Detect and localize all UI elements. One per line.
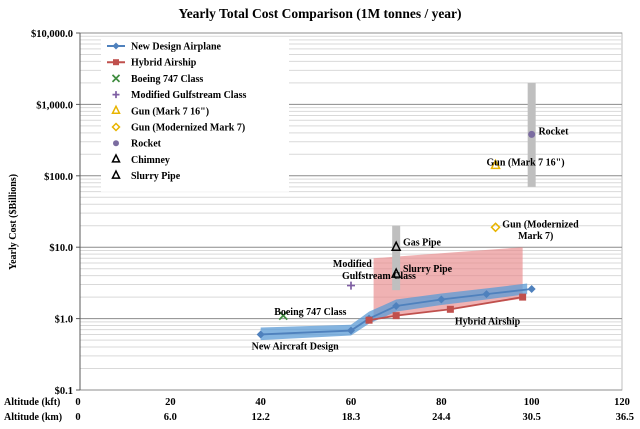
data-point: [446, 305, 454, 313]
x-tick-label: 0: [75, 397, 80, 408]
legend-entry: Modified Gulfstream Class: [131, 90, 246, 101]
legend-entry: Gun (Modernized Mark 7): [131, 123, 245, 134]
x-tick-label: 36.5: [616, 412, 634, 423]
data-label: Rocket: [538, 126, 569, 137]
x-tick-label: 60: [346, 397, 357, 408]
data-point: [490, 222, 501, 233]
data-point: [490, 158, 501, 170]
legend-marker: [111, 122, 121, 132]
legend-marker: [112, 91, 120, 99]
legend-entry: Chimney: [131, 155, 170, 166]
legend-entry: Gun (Mark 7 16"): [131, 106, 209, 117]
data-point: [437, 295, 446, 304]
x-tick-label: 100: [524, 397, 540, 408]
x-tick-label: 6.0: [164, 412, 177, 423]
legend-marker: [113, 140, 119, 147]
data-point: [390, 240, 402, 251]
data-point: [519, 293, 527, 301]
data-label: Gulfstream Class: [342, 271, 416, 282]
data-point: [527, 284, 536, 293]
y-axis-label: Yearly Cost ($Billions): [8, 174, 19, 270]
y-tick-label: $0.1: [55, 386, 73, 397]
chart-title: Yearly Total Cost Comparison (1M tonnes …: [178, 6, 461, 21]
data-label: New Aircraft Design: [252, 341, 339, 352]
legend-marker: [111, 104, 121, 115]
y-tick-label: $10,000.0: [31, 29, 73, 40]
x-tick-label: 24.4: [432, 412, 451, 423]
data-label: Gas Pipe: [403, 238, 442, 249]
data-point: [347, 281, 355, 290]
legend-marker: [112, 42, 120, 50]
data-label: Boeing 747 Class: [274, 307, 346, 318]
data-point: [256, 330, 265, 339]
data-point: [278, 311, 288, 321]
y-tick-label: $10.0: [49, 243, 73, 254]
legend-marker: [113, 59, 119, 66]
data-point: [365, 316, 373, 324]
x-axis-label: Altitude (kft): [4, 397, 60, 408]
legend-entry: Boeing 747 Class: [131, 74, 203, 85]
x-tick-label: 30.5: [522, 412, 540, 423]
x-tick-label: 20: [165, 397, 176, 408]
data-label: Hybrid Airship: [455, 316, 521, 327]
y-tick-label: $1,000.0: [36, 100, 73, 111]
legend-entry: New Design Airplane: [131, 42, 222, 53]
data-point: [392, 312, 400, 320]
y-tick-label: $100.0: [44, 172, 73, 183]
data-point: [528, 130, 536, 138]
data-point: [392, 302, 401, 311]
plot-area: $0.1 $1.0 $10.0 $100.0 $1,000.0 $10,000.0 Alti…: [4, 29, 634, 423]
data-label: Gun (Modernized: [502, 219, 579, 230]
data-label: Mark 7): [518, 231, 553, 242]
x-tick-label: 80: [436, 397, 447, 408]
legend-entry: Hybrid Airship: [131, 58, 197, 69]
x-tick-label: 40: [255, 397, 266, 408]
x-tick-label: 12.2: [251, 412, 269, 423]
data-label: Modified: [333, 259, 372, 270]
x-tick-label: 120: [614, 397, 630, 408]
legend-entry: Slurry Pipe: [131, 171, 181, 182]
legend-marker: [111, 74, 121, 83]
data-point: [482, 290, 491, 299]
data-point: [390, 267, 402, 278]
legend-marker: [111, 169, 121, 179]
legend-marker: [111, 153, 121, 163]
x-tick-label: 0: [75, 412, 80, 423]
x-tick-label: 18.3: [342, 412, 360, 423]
data-point: [347, 326, 355, 335]
y-tick-label: $1.0: [55, 315, 73, 326]
x-axis-label: Altitude (km): [4, 412, 62, 423]
data-label: Gun (Mark 7 16"): [487, 157, 565, 168]
legend-entry: Rocket: [131, 139, 162, 150]
legend-box: [101, 38, 289, 192]
data-label: Slurry Pipe: [403, 264, 453, 275]
series-line: [368, 296, 523, 322]
range-bar: [392, 225, 401, 291]
